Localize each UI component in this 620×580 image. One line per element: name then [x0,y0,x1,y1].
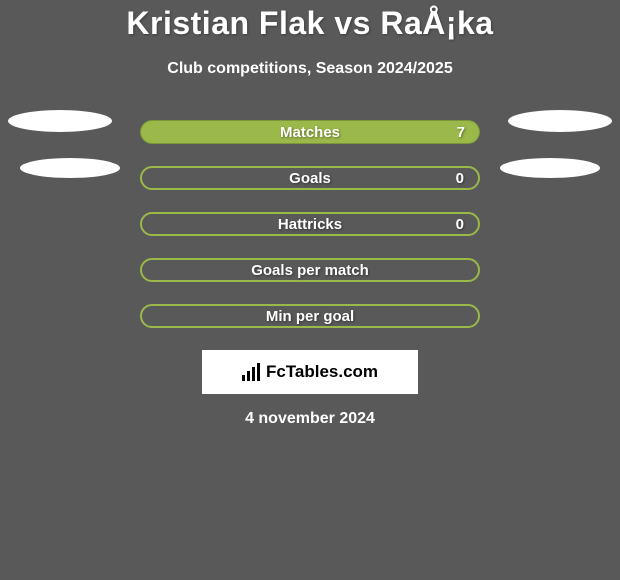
stat-label: Matches [280,124,340,141]
stat-label: Hattricks [278,216,342,233]
stat-bar: Hattricks 0 [140,212,480,236]
stat-row: Goals 0 [0,166,620,190]
stat-bar: Goals per match [140,258,480,282]
stat-row: Matches 7 [0,120,620,144]
stat-row: Goals per match [0,258,620,282]
stat-bar: Matches 7 [140,120,480,144]
stat-label: Goals per match [251,262,369,279]
stat-row: Hattricks 0 [0,212,620,236]
footer-date: 4 november 2024 [0,410,620,428]
stat-row: Min per goal [0,304,620,328]
page-title: Kristian Flak vs RaÅ¡ka [0,5,620,42]
stat-label: Min per goal [266,308,354,325]
stat-bar: Goals 0 [140,166,480,190]
stat-label: Goals [289,170,331,187]
decor-ellipse-left [20,158,120,178]
decor-ellipse-right [508,110,612,132]
barchart-icon [242,363,260,381]
decor-ellipse-left [8,110,112,132]
stat-value: 7 [457,124,465,141]
page-subtitle: Club competitions, Season 2024/2025 [0,60,620,78]
stats-area: Matches 7 Goals 0 Hattricks 0 Goals per match M… [0,120,620,328]
logo-box: FcTables.com [202,350,418,394]
stat-value: 0 [456,216,464,233]
stat-value: 0 [456,170,464,187]
stat-bar: Min per goal [140,304,480,328]
logo-text: FcTables.com [266,362,378,382]
decor-ellipse-right [500,158,600,178]
infographic-container: Kristian Flak vs RaÅ¡ka Club competition… [0,0,620,428]
